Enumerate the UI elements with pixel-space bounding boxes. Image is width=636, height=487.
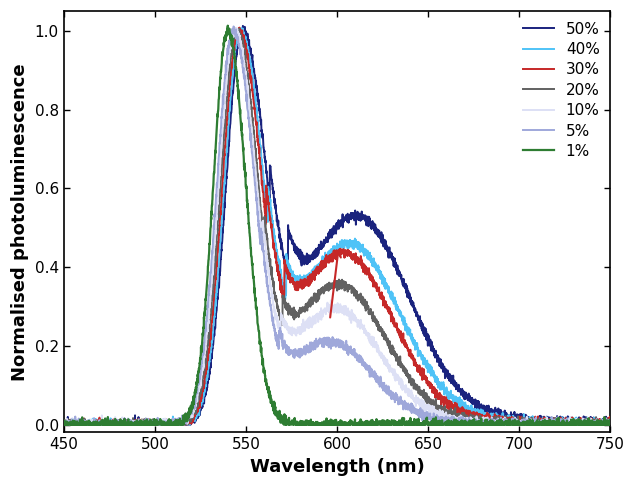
30%: [242, 44, 249, 50]
1%: [169, 422, 177, 428]
5%: [607, 421, 614, 427]
5%: [169, 421, 177, 427]
40%: [582, 419, 590, 425]
10%: [392, 372, 399, 377]
20%: [231, 25, 238, 31]
10%: [278, 315, 286, 320]
20%: [169, 422, 177, 428]
40%: [60, 422, 67, 428]
1%: [322, 415, 330, 421]
5%: [582, 422, 590, 428]
30%: [322, 260, 330, 265]
50%: [239, 23, 247, 29]
Line: 30%: 30%: [64, 28, 611, 425]
40%: [242, 35, 249, 41]
50%: [278, 244, 286, 249]
10%: [60, 422, 67, 428]
30%: [278, 283, 286, 289]
50%: [169, 422, 177, 428]
5%: [230, 23, 237, 29]
30%: [60, 422, 67, 428]
40%: [607, 419, 614, 425]
10%: [169, 419, 177, 425]
40%: [238, 25, 245, 31]
20%: [322, 287, 330, 293]
1%: [582, 422, 590, 428]
10%: [582, 417, 590, 423]
40%: [278, 275, 286, 281]
5%: [242, 81, 249, 87]
5%: [392, 395, 399, 401]
Legend: 50%, 40%, 30%, 20%, 10%, 5%, 1%: 50%, 40%, 30%, 20%, 10%, 5%, 1%: [517, 16, 606, 165]
50%: [242, 31, 249, 37]
Line: 1%: 1%: [64, 26, 611, 425]
Line: 5%: 5%: [64, 26, 611, 425]
Y-axis label: Normalised photoluminescence: Normalised photoluminescence: [11, 63, 29, 381]
Line: 40%: 40%: [64, 28, 611, 425]
1%: [242, 173, 249, 179]
X-axis label: Wavelength (nm): Wavelength (nm): [250, 458, 424, 476]
1%: [278, 416, 286, 422]
10%: [242, 71, 249, 76]
1%: [392, 422, 399, 428]
30%: [169, 420, 177, 426]
10%: [230, 25, 238, 31]
30%: [582, 418, 590, 424]
Line: 50%: 50%: [64, 26, 611, 425]
30%: [392, 323, 399, 329]
Line: 10%: 10%: [64, 28, 611, 425]
20%: [278, 322, 286, 328]
50%: [392, 264, 399, 270]
20%: [60, 422, 67, 428]
Line: 20%: 20%: [64, 28, 611, 425]
40%: [392, 303, 399, 309]
50%: [607, 418, 614, 424]
50%: [582, 416, 590, 422]
30%: [607, 422, 614, 428]
20%: [607, 418, 614, 424]
20%: [582, 417, 590, 423]
10%: [322, 308, 330, 314]
20%: [242, 54, 249, 60]
40%: [169, 418, 177, 424]
30%: [235, 25, 243, 31]
50%: [60, 422, 67, 428]
1%: [60, 422, 67, 428]
5%: [278, 336, 286, 342]
5%: [322, 342, 330, 348]
40%: [322, 257, 330, 262]
1%: [224, 23, 232, 29]
5%: [60, 422, 67, 428]
1%: [607, 420, 614, 426]
10%: [607, 422, 614, 428]
20%: [392, 354, 399, 359]
50%: [322, 239, 330, 244]
